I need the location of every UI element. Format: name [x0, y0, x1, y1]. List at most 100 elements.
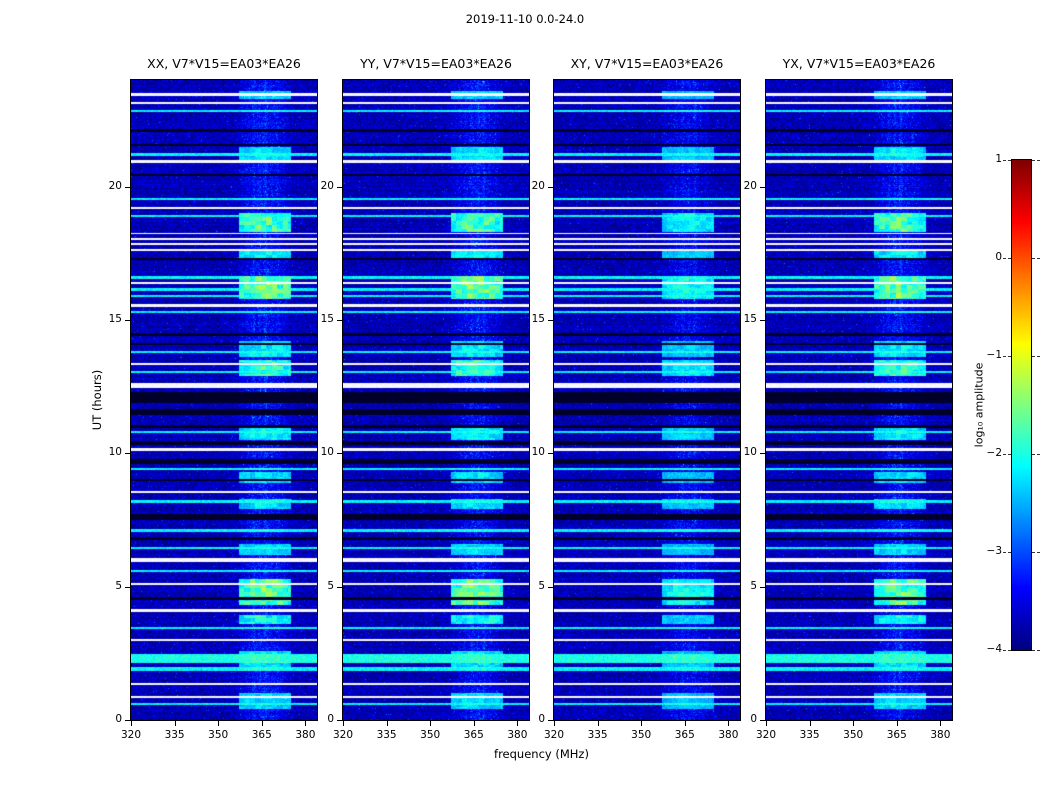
y-tick-mark: [548, 186, 553, 188]
y-tick-mark: [125, 320, 130, 321]
x-tick-mark: [517, 721, 519, 726]
y-tick-mark: [548, 586, 553, 588]
y-tick-mark: [337, 453, 342, 455]
x-tick-label: 350: [843, 729, 864, 741]
colorbar-tick-mark: [1032, 454, 1040, 455]
x-tick-mark: [554, 721, 555, 726]
colorbar-tick-mark: [1032, 258, 1040, 259]
y-tick-label: 15: [743, 313, 757, 325]
x-tick-mark: [305, 721, 307, 726]
y-tick-label: 10: [531, 446, 545, 459]
y-tick-label: 10: [108, 446, 122, 459]
x-tick-label: 335: [799, 729, 820, 741]
x-tick-mark: [473, 721, 475, 726]
x-tick-label: 350: [631, 729, 652, 741]
y-tick-mark: [125, 186, 130, 188]
y-tick-mark: [337, 720, 342, 721]
y-tick-mark: [125, 453, 130, 455]
colorbar-tick-label: −1: [986, 349, 1002, 361]
spectrogram-yy: [342, 79, 530, 721]
x-tick-mark: [386, 721, 388, 726]
colorbar-tick-label: 1: [995, 153, 1002, 165]
y-tick-label: 10: [743, 446, 757, 459]
y-tick-label: 5: [115, 579, 122, 592]
panel-yy: YY, V7*V15=EA03*EA26 0 5 10 15 20 320 335 350 36…: [321, 56, 530, 741]
x-tick-mark: [896, 721, 898, 726]
x-tick-mark: [174, 721, 176, 726]
panel-title-yx: YX, V7*V15=EA03*EA26: [782, 56, 936, 71]
y-tick-label: 15: [108, 313, 122, 325]
x-tick-label: 380: [507, 729, 528, 741]
x-tick-label: 380: [718, 729, 739, 741]
y-tick-mark: [760, 186, 765, 188]
y-tick-mark: [337, 186, 342, 188]
colorbar-tick-mark: [1003, 160, 1011, 161]
y-tick-label: 0: [115, 713, 122, 725]
panel-yx: YX, V7*V15=EA03*EA26 0 5 10 15 20 320 335 350 36…: [744, 56, 953, 741]
y-tick-mark: [548, 720, 553, 721]
y-tick-label: 5: [538, 579, 545, 592]
y-tick-label: 20: [108, 179, 122, 192]
colorbar: log₁₀ amplitude 1 0 −1 −2 −3 −4: [973, 153, 1040, 655]
x-tick-mark: [728, 721, 730, 726]
x-tick-mark: [766, 721, 767, 726]
spectrogram-xy: [553, 79, 741, 721]
colorbar-tick-label: 0: [995, 251, 1002, 263]
panel-xx: XX, V7*V15=EA03*EA26 0 5 10 15 20 320 335 350 36…: [109, 56, 318, 741]
x-tick-label: 320: [120, 729, 142, 741]
y-tick-label: 20: [320, 179, 334, 192]
x-tick-mark: [597, 721, 599, 726]
x-tick-mark: [218, 721, 220, 726]
x-axis-label: frequency (MHz): [494, 747, 589, 761]
y-tick-label: 15: [531, 313, 545, 325]
y-tick-label: 5: [750, 579, 757, 592]
colorbar-tick-mark: [1032, 552, 1040, 553]
x-tick-label: 365: [463, 729, 484, 741]
y-tick-mark: [125, 586, 130, 588]
y-tick-label: 0: [538, 713, 545, 725]
x-tick-label: 350: [208, 729, 229, 741]
colorbar-tick-mark: [1003, 650, 1011, 651]
y-tick-label: 15: [320, 313, 334, 325]
x-tick-label: 350: [420, 729, 441, 741]
colorbar-gradient: [1011, 159, 1032, 651]
x-tick-label: 365: [886, 729, 907, 741]
colorbar-ticks: 1 0 −1 −2 −3 −4: [987, 153, 1040, 655]
x-tick-mark: [131, 721, 132, 726]
panel-title-xy: XY, V7*V15=EA03*EA26: [570, 56, 724, 71]
x-tick-label: 365: [251, 729, 272, 741]
y-tick-label: 0: [750, 713, 757, 725]
x-tick-label: 380: [930, 729, 951, 741]
x-tick-mark: [940, 721, 942, 726]
colorbar-tick-mark: [1003, 552, 1011, 553]
colorbar-label: log₁₀ amplitude: [972, 362, 986, 448]
y-tick-label: 0: [327, 713, 334, 725]
x-tick-label: 320: [755, 729, 777, 741]
figure-title: 2019-11-10 0.0-24.0: [465, 12, 585, 26]
y-tick-label: 20: [531, 179, 545, 192]
x-tick-label: 320: [332, 729, 354, 741]
colorbar-tick-mark: [1003, 454, 1011, 455]
axis-ticks-yx: 0 5 10 15 20 320 335 350 365 380: [744, 80, 952, 741]
x-tick-label: 335: [587, 729, 608, 741]
x-tick-label: 365: [674, 729, 695, 741]
y-tick-label: 10: [320, 446, 334, 459]
panel-title-xx: XX, V7*V15=EA03*EA26: [147, 56, 301, 71]
panel-title-yy: YY, V7*V15=EA03*EA26: [360, 56, 512, 71]
panel-xy: XY, V7*V15=EA03*EA26 0 5 10 15 20 320 335 350 36…: [532, 56, 741, 741]
x-tick-mark: [853, 721, 855, 726]
colorbar-tick-mark: [1032, 650, 1040, 651]
y-tick-mark: [760, 320, 765, 321]
y-tick-mark: [548, 320, 553, 321]
colorbar-tick-mark: [1032, 160, 1040, 161]
colorbar-tick-mark: [1003, 356, 1011, 357]
x-tick-label: 335: [376, 729, 397, 741]
y-tick-mark: [760, 586, 765, 588]
x-tick-mark: [684, 721, 686, 726]
spectrogram-yx: [765, 79, 953, 721]
x-tick-mark: [809, 721, 811, 726]
y-tick-label: 5: [327, 579, 334, 592]
x-tick-label: 380: [295, 729, 316, 741]
y-tick-mark: [125, 720, 130, 721]
